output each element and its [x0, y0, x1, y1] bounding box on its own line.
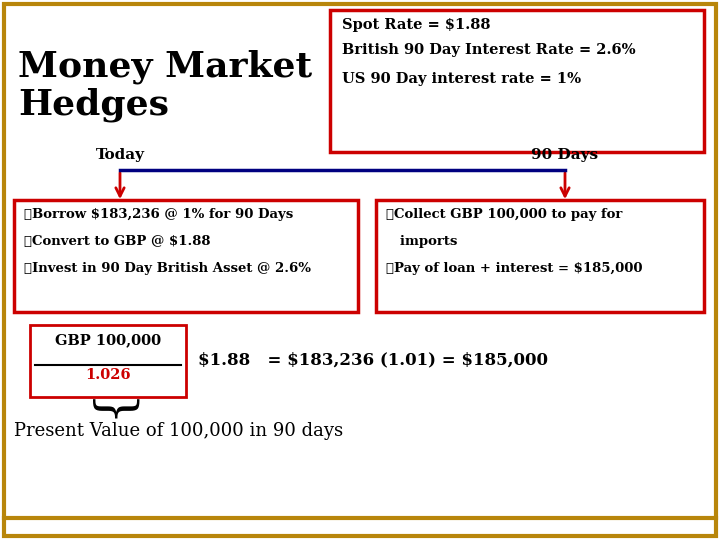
Text: 90 Days: 90 Days	[531, 148, 598, 162]
Text: Money Market: Money Market	[18, 50, 312, 84]
Text: ➤Borrow $183,236 @ 1% for 90 Days: ➤Borrow $183,236 @ 1% for 90 Days	[24, 208, 293, 221]
Text: 1.026: 1.026	[85, 368, 131, 382]
Text: ➤Pay of loan + interest = $185,000: ➤Pay of loan + interest = $185,000	[386, 262, 642, 275]
Text: British 90 Day Interest Rate = 2.6%: British 90 Day Interest Rate = 2.6%	[342, 43, 636, 57]
Text: ➤Invest in 90 Day British Asset @ 2.6%: ➤Invest in 90 Day British Asset @ 2.6%	[24, 262, 311, 275]
Text: GBP 100,000: GBP 100,000	[55, 333, 161, 347]
Text: Spot Rate = $1.88: Spot Rate = $1.88	[342, 18, 490, 32]
Text: Hedges: Hedges	[18, 88, 169, 123]
Text: Present Value of 100,000 in 90 days: Present Value of 100,000 in 90 days	[14, 422, 343, 440]
Text: }: }	[84, 398, 132, 430]
Text: Today: Today	[96, 148, 145, 162]
Text: imports: imports	[386, 235, 457, 248]
Text: ➤Convert to GBP @ $1.88: ➤Convert to GBP @ $1.88	[24, 235, 210, 248]
Text: US 90 Day interest rate = 1%: US 90 Day interest rate = 1%	[342, 72, 581, 86]
Text: ➤Collect GBP 100,000 to pay for: ➤Collect GBP 100,000 to pay for	[386, 208, 622, 221]
Text: $1.88   = $183,236 (1.01) = $185,000: $1.88 = $183,236 (1.01) = $185,000	[198, 352, 548, 368]
